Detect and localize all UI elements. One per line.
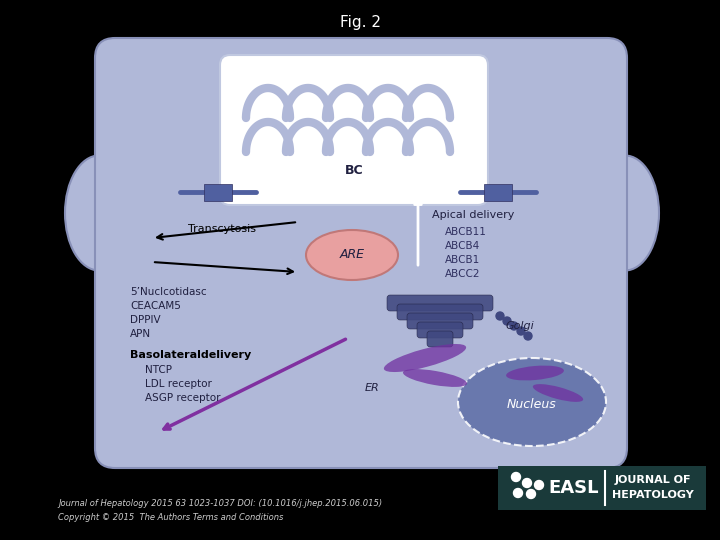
Circle shape	[510, 322, 518, 330]
Text: LDL receptor: LDL receptor	[145, 379, 212, 389]
Circle shape	[503, 317, 511, 325]
Ellipse shape	[403, 369, 467, 387]
Text: Fig. 2: Fig. 2	[340, 15, 380, 30]
Circle shape	[526, 489, 536, 498]
Text: HEPATOLOGY: HEPATOLOGY	[612, 490, 694, 500]
Text: Basolateraldelivery: Basolateraldelivery	[130, 350, 251, 360]
Circle shape	[511, 472, 521, 482]
Text: ABCB4: ABCB4	[445, 241, 480, 251]
Text: 5’Nuclcotidasc: 5’Nuclcotidasc	[130, 287, 207, 297]
Ellipse shape	[306, 230, 398, 280]
Text: Journal of Hepatology 2015 63 1023-1037 DOI: (10.1016/j.jhep.2015.06.015): Journal of Hepatology 2015 63 1023-1037 …	[58, 500, 382, 509]
Text: JOURNAL OF: JOURNAL OF	[615, 475, 691, 485]
FancyBboxPatch shape	[427, 331, 453, 347]
FancyBboxPatch shape	[387, 295, 493, 311]
Text: DPPIV: DPPIV	[130, 315, 161, 325]
Ellipse shape	[458, 358, 606, 446]
Circle shape	[524, 332, 532, 340]
Ellipse shape	[591, 156, 659, 271]
Ellipse shape	[384, 344, 466, 372]
Circle shape	[517, 327, 525, 335]
Text: ER: ER	[364, 383, 379, 393]
Ellipse shape	[533, 384, 583, 402]
Text: Golgi: Golgi	[506, 321, 535, 331]
Text: ABCB11: ABCB11	[445, 227, 487, 237]
Text: EASL: EASL	[549, 479, 599, 497]
Ellipse shape	[506, 366, 564, 380]
Text: CEACAM5: CEACAM5	[130, 301, 181, 311]
FancyBboxPatch shape	[204, 184, 232, 201]
FancyBboxPatch shape	[397, 304, 483, 320]
Text: NTCP: NTCP	[145, 365, 172, 375]
Circle shape	[496, 312, 504, 320]
Text: Apical delivery: Apical delivery	[432, 210, 514, 220]
Circle shape	[523, 478, 531, 488]
Circle shape	[534, 481, 544, 489]
Text: ARE: ARE	[340, 248, 364, 261]
FancyBboxPatch shape	[484, 184, 512, 201]
Text: ABCB1: ABCB1	[445, 255, 480, 265]
Text: Transcytosis: Transcytosis	[188, 224, 256, 234]
Text: Nucleus: Nucleus	[507, 397, 557, 410]
Ellipse shape	[65, 156, 133, 271]
Text: APN: APN	[130, 329, 151, 339]
Text: Copyright © 2015  The Authors Terms and Conditions: Copyright © 2015 The Authors Terms and C…	[58, 512, 284, 522]
FancyBboxPatch shape	[220, 55, 488, 205]
FancyBboxPatch shape	[417, 322, 463, 338]
FancyBboxPatch shape	[407, 313, 473, 329]
FancyBboxPatch shape	[95, 38, 627, 468]
Circle shape	[513, 489, 523, 497]
Text: ASGP receptor: ASGP receptor	[145, 393, 220, 403]
Text: BC: BC	[345, 164, 364, 177]
Text: ABCC2: ABCC2	[445, 269, 480, 279]
FancyBboxPatch shape	[498, 466, 706, 510]
